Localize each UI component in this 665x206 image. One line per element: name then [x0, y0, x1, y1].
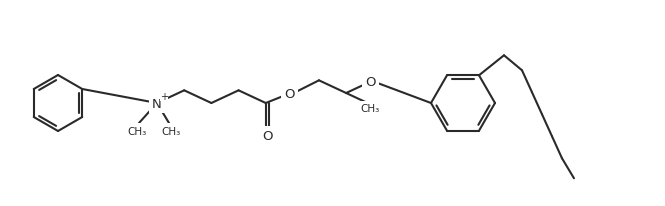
Text: O: O: [365, 76, 375, 89]
Text: O: O: [262, 130, 273, 143]
Text: O: O: [285, 87, 295, 100]
Text: CH₃: CH₃: [162, 126, 181, 136]
Text: N: N: [152, 97, 162, 110]
Text: CH₃: CH₃: [128, 126, 146, 136]
Text: CH₃: CH₃: [360, 104, 380, 114]
Text: +: +: [160, 91, 168, 102]
